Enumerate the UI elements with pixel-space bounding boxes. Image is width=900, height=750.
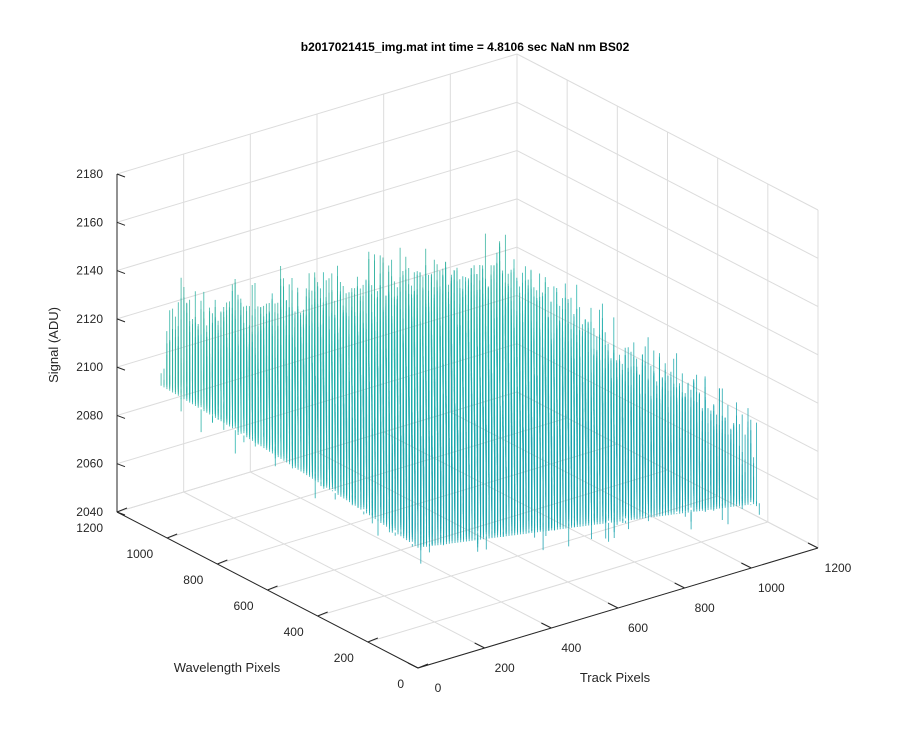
- x-tick-mark-6: [807, 542, 819, 549]
- back-wall-grid-z-6: [116, 101, 518, 223]
- z-tick-label-5: 2140: [76, 264, 103, 278]
- x-tick-label-1: 200: [495, 661, 515, 675]
- z-tick-label-2: 2080: [76, 408, 103, 422]
- z-tick-mark-0: [116, 511, 126, 516]
- z-tick-label-3: 2100: [76, 360, 103, 374]
- y-tick-label-5: 1000: [126, 547, 153, 561]
- x-tick-mark-3: [607, 602, 619, 609]
- side-wall-grid-z-3: [516, 246, 819, 404]
- z-tick-label-1: 2060: [76, 457, 103, 471]
- side-wall-grid-z-6: [516, 101, 819, 259]
- y-tick-label-2: 400: [284, 625, 304, 639]
- y-tick-label-3: 600: [233, 599, 253, 613]
- chart-title: b2017021415_img.mat int time = 4.8106 se…: [301, 40, 630, 54]
- x-tick-label-6: 1200: [825, 561, 852, 575]
- x-tick-label-3: 600: [628, 621, 648, 635]
- surface-row-0: [417, 408, 760, 548]
- axis-layer: [116, 173, 819, 669]
- z-tick-label-0: 2040: [76, 505, 103, 519]
- side-wall-grid-z-2: [516, 294, 819, 452]
- x-axis-label: Track Pixels: [580, 670, 651, 685]
- y-tick-label-4: 800: [183, 573, 203, 587]
- side-wall-grid-z-5: [516, 150, 819, 308]
- y-tick-mark-3: [267, 585, 278, 591]
- z-tick-mark-6: [116, 221, 126, 226]
- side-wall-grid-z-7: [516, 53, 819, 211]
- back-wall-grid-z-7: [116, 53, 518, 175]
- back-wall-grid-z-5: [116, 150, 518, 272]
- x-tick-label-5: 1000: [758, 581, 785, 595]
- floor-grid-line-y-5: [167, 417, 568, 539]
- z-tick-label-4: 2120: [76, 312, 103, 326]
- y-tick-mark-6: [116, 507, 128, 513]
- floor-grid-line-y-4: [217, 443, 618, 565]
- z-tick-mark-4: [116, 318, 126, 323]
- back-wall-grid-z-0: [116, 391, 518, 513]
- grid-layer: [116, 53, 819, 669]
- side-wall-grid-z-0: [516, 391, 819, 549]
- z-tick-mark-2: [116, 414, 126, 419]
- surface-layer: [160, 233, 760, 564]
- x-tick-mark-1: [474, 642, 485, 649]
- tick-layer: 0 200 400 600 800 1000 1200 0 200 400 600 800 1000 12…: [76, 167, 851, 695]
- floor-grid-line-y-3: [267, 469, 668, 591]
- z-tick-label-6: 2160: [76, 215, 103, 229]
- x-tick-label-0: 0: [435, 681, 442, 695]
- y-tick-label-0: 0: [397, 677, 404, 691]
- y-tick-mark-0: [417, 663, 429, 669]
- x-tick-mark-0: [407, 662, 419, 669]
- x-tick-label-4: 800: [695, 601, 715, 615]
- z-axis-label: Signal (ADU): [46, 307, 61, 383]
- y-tick-mark-1: [367, 637, 379, 643]
- z-tick-mark-1: [116, 463, 126, 468]
- side-wall-grid-z-1: [516, 343, 819, 501]
- z-tick-mark-5: [116, 270, 126, 275]
- x-tick-mark-5: [741, 562, 752, 569]
- y-axis-label: Wavelength Pixels: [174, 660, 281, 675]
- side-wall-grid-z-4: [516, 198, 819, 356]
- back-wall-grid-z-1: [116, 343, 518, 465]
- y-tick-label-6: 1200: [76, 521, 103, 535]
- x-tick-mark-2: [541, 622, 552, 629]
- z-tick-mark-7: [116, 173, 126, 178]
- z-tick-label-7: 2180: [76, 167, 103, 181]
- y-tick-label-1: 200: [334, 651, 354, 665]
- y-tick-mark-4: [217, 559, 228, 565]
- x-tick-mark-4: [674, 582, 685, 589]
- y-tick-mark-5: [166, 533, 178, 539]
- z-tick-mark-3: [116, 366, 126, 371]
- x-tick-label-2: 400: [561, 641, 581, 655]
- y-tick-mark-2: [317, 611, 328, 617]
- floor-grid-line-y-1: [367, 521, 768, 643]
